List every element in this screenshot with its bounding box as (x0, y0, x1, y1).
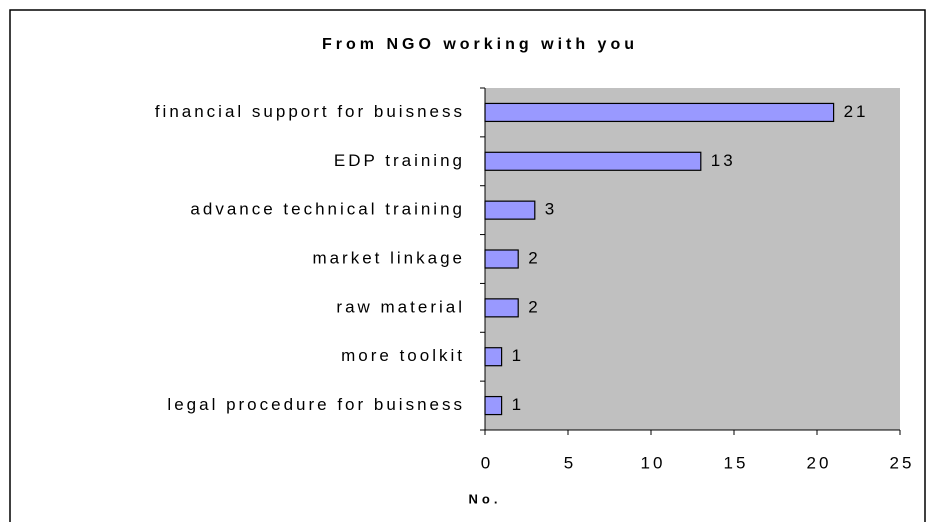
x-tick-label: 15 (724, 453, 749, 472)
x-tick-label: 20 (807, 453, 832, 472)
y-tick-label: legal procedure for buisness (167, 395, 465, 414)
bar (484, 347, 503, 367)
y-tick-label: more toolkit (341, 346, 465, 365)
x-tick-label: 5 (564, 453, 576, 472)
y-tick-label: market linkage (312, 248, 465, 267)
value-label: 3 (545, 200, 557, 219)
x-tick-label: 10 (641, 453, 666, 472)
value-label: 1 (512, 395, 524, 414)
x-axis-label: No. (469, 491, 502, 506)
bar (484, 102, 835, 123)
bar (484, 249, 519, 269)
value-label: 13 (711, 151, 736, 170)
y-tick-label: raw material (336, 297, 465, 316)
bar (484, 298, 519, 318)
bar (484, 151, 702, 171)
value-label: 2 (528, 297, 540, 316)
x-tick-label: 0 (481, 453, 493, 472)
y-tick-label: advance technical training (190, 200, 465, 219)
chart-title: From NGO working with you (322, 36, 638, 53)
plot-area (485, 88, 900, 430)
x-tick-label: 25 (890, 453, 915, 472)
value-label: 2 (528, 248, 540, 267)
y-tick-label: financial support for buisness (155, 102, 465, 121)
value-label: 21 (844, 102, 869, 121)
bar (484, 395, 503, 416)
bar (484, 200, 536, 220)
value-label: 1 (512, 346, 524, 365)
y-tick-label: EDP training (334, 151, 465, 170)
